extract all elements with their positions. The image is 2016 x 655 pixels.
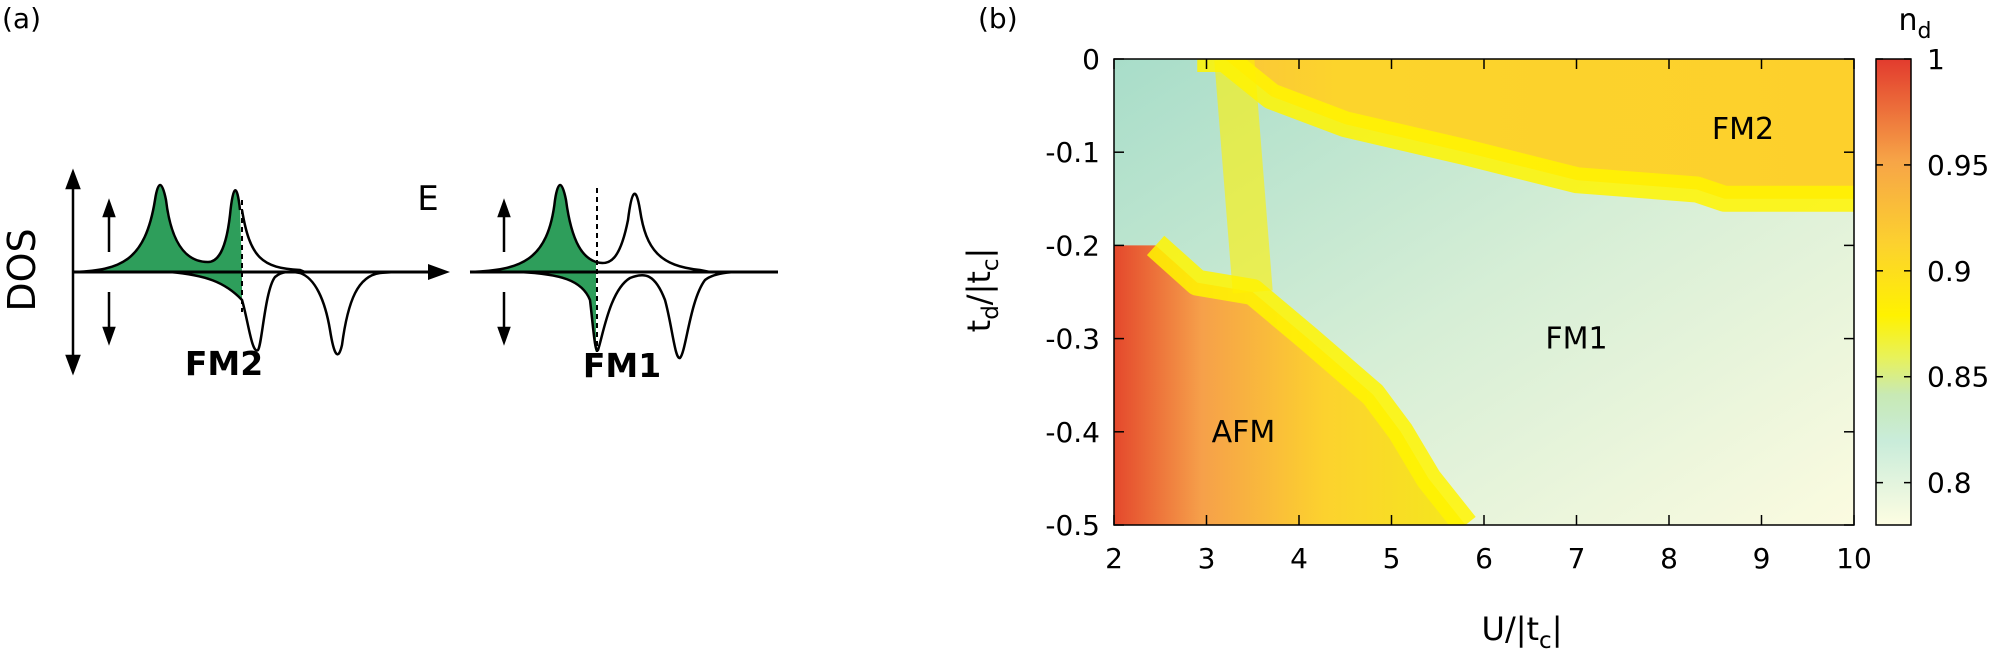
crossover-ridge: [1214, 59, 1273, 294]
fm1-dos-diagram: FM1: [469, 183, 778, 385]
fm1-down-filled: [520, 272, 596, 352]
colorbar-gradient: [1875, 58, 1912, 526]
colorbar-tick-label: 0.95: [1927, 149, 1989, 182]
y-tick-label: -0.4: [1045, 416, 1100, 449]
panel-b: (b) 2 3 4 5 6 7 8 9 100-0.1-0.2-0.3-0.4-0.5 FM2 …: [960, 2, 1989, 654]
fm1-spin-down-arrow-icon: [497, 292, 511, 346]
x-tick-label: 2: [1105, 542, 1123, 575]
fm2-dos-diagram: E FM2: [72, 179, 450, 383]
x-tick-label: 3: [1198, 542, 1216, 575]
plot-ticks: 2 3 4 5 6 7 8 9 10 0 -0.1 -0.2 -0.3 -0.4 -0.5: [1045, 43, 1871, 575]
panel-a: (a) DOS E FM2: [0, 2, 778, 385]
fm1-label: FM1: [583, 346, 661, 385]
x-tick-label: 7: [1568, 542, 1586, 575]
dos-axis-label: DOS: [0, 228, 44, 311]
x-tick-label: 8: [1660, 542, 1678, 575]
y-tick-label: -0.2: [1045, 229, 1100, 262]
fm1-up-outline: [469, 183, 711, 274]
x-tick-label: 5: [1383, 542, 1401, 575]
fm2-label: FM2: [185, 344, 263, 383]
afm-fm1-boundary: [1146, 235, 1476, 525]
region-afm: [1114, 245, 1466, 525]
heatmap: [1114, 59, 1854, 525]
fm1-up-filled: [470, 185, 596, 272]
y-tick-label: -0.5: [1045, 509, 1100, 542]
y-tick-label: -0.1: [1045, 136, 1100, 169]
region-label-fm1: FM1: [1545, 322, 1607, 357]
x-axis-label: U/|tc|: [1482, 610, 1563, 651]
y-axis-label: td/|tc|: [960, 248, 1004, 333]
fm2-down-outline: [169, 270, 396, 356]
x-tick-label: 9: [1753, 542, 1771, 575]
colorbar-tick-label: 0.9: [1927, 255, 1972, 288]
colorbar-tick-label: 1: [1927, 43, 1945, 76]
fm2-spin-down-arrow-icon: [102, 292, 116, 346]
fm1-down-outline: [519, 270, 775, 360]
region-label-afm: AFM: [1212, 415, 1276, 450]
y-tick-label: 0: [1082, 43, 1100, 76]
fm1-spin-up-arrow-icon: [497, 198, 511, 252]
colorbar: 0.8 0.85 0.9 0.95 1 nd: [1875, 3, 1989, 526]
colorbar-label: nd: [1899, 3, 1932, 44]
x-tick-label: 10: [1836, 542, 1872, 575]
colorbar-tick-label: 0.85: [1927, 361, 1989, 394]
energy-axis-label: E: [417, 179, 438, 219]
panel-b-label: (b): [978, 2, 1018, 35]
x-tick-label: 4: [1290, 542, 1308, 575]
region-label-fm2: FM2: [1712, 112, 1774, 147]
panel-a-label: (a): [2, 2, 41, 35]
fm2-up-outline: [74, 183, 242, 274]
energy-arrow-icon: [428, 264, 450, 280]
y-tick-label: -0.3: [1045, 323, 1100, 356]
colorbar-ticks: 0.8 0.85 0.9 0.95 1: [1876, 43, 1989, 500]
x-tick-label: 6: [1475, 542, 1493, 575]
colorbar-tick-label: 0.8: [1927, 467, 1972, 500]
fm2-up-empty: [240, 209, 306, 274]
fm2-up-filled: [75, 185, 242, 272]
fm2-spin-up-arrow-icon: [102, 198, 116, 252]
fm2-down-filled: [170, 272, 242, 300]
